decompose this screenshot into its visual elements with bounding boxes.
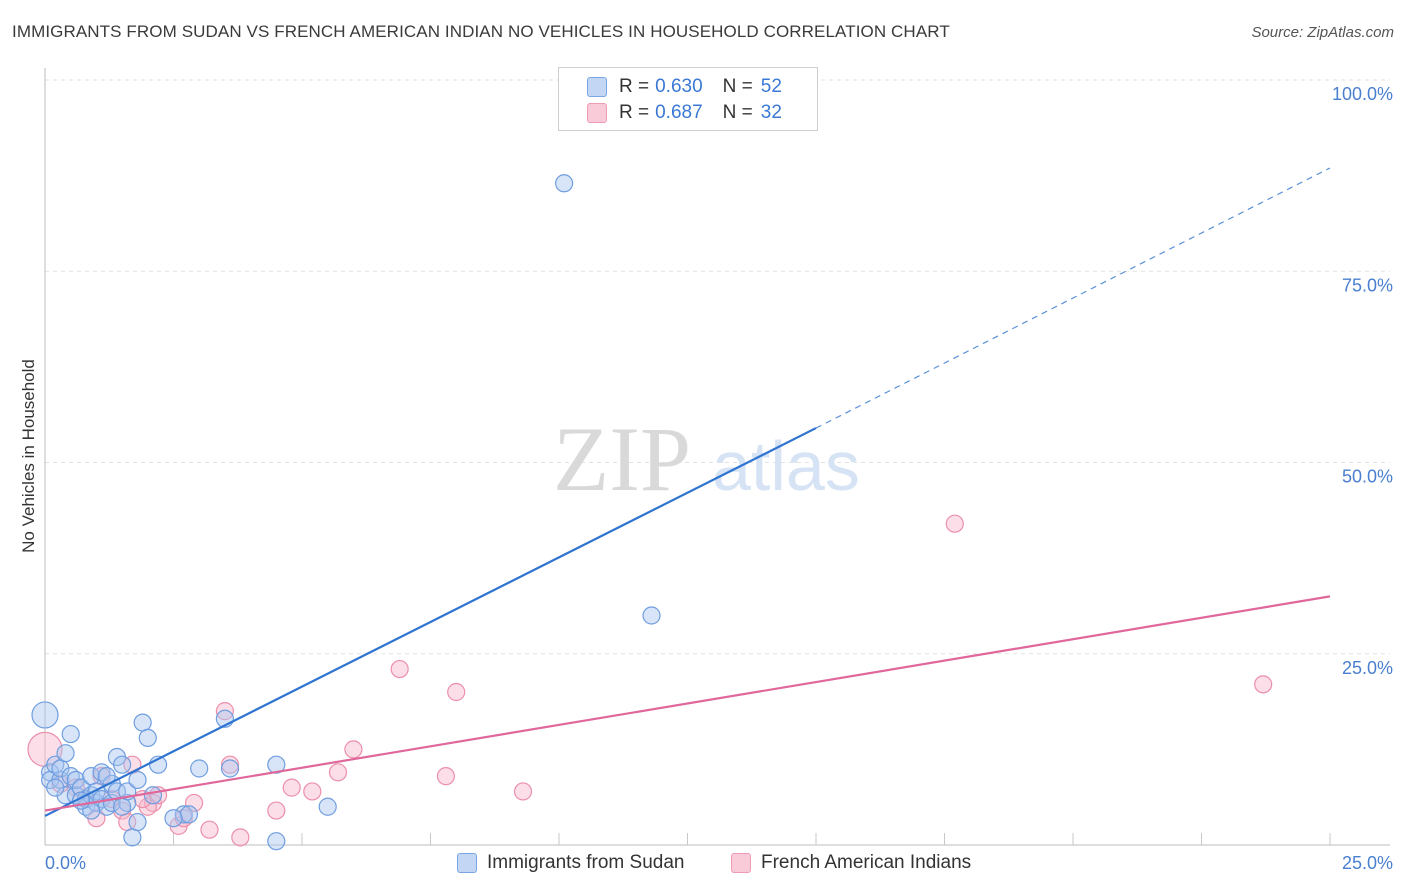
trend-line-french [44, 595, 1331, 812]
legend-n-label: N = [722, 76, 753, 97]
x-tick-label: 25.0% [1342, 853, 1393, 873]
trend-lines [44, 167, 1331, 817]
grid [45, 79, 1390, 655]
legend-n-label: N = [722, 102, 753, 123]
bottom-legend-label: French American Indians [761, 852, 972, 873]
data-point-pink [200, 820, 219, 839]
data-point-blue [61, 724, 80, 744]
bottom-legend-label: Immigrants from Sudan [487, 852, 685, 873]
legend-box: R = 0.630 N = 52 R = 0.687 N = 32 [558, 67, 818, 131]
y-tick-label: 75.0% [1342, 275, 1393, 295]
trend-line-sudan-extension [815, 167, 1331, 429]
data-point-pink [215, 702, 234, 721]
data-point-pink [390, 659, 409, 679]
data-point-blue [128, 812, 147, 832]
data-point-pink [303, 782, 322, 801]
y-tick-label: 25.0% [1342, 658, 1393, 678]
data-point-pink [945, 514, 964, 533]
data-point-blue [112, 797, 132, 816]
legend-swatch-pink [587, 103, 607, 123]
data-point-blue [56, 744, 75, 763]
data-point-blue [133, 713, 152, 732]
legend-row-french: R = 0.687 N = 32 [587, 101, 782, 125]
tick-labels: 100.0% 75.0% 50.0% 25.0% 0.0% 25.0% [45, 84, 1393, 873]
data-point-pink [267, 801, 286, 820]
legend-row-sudan: R = 0.630 N = 52 [587, 75, 782, 99]
data-point-blue [179, 805, 199, 824]
data-point-pink [447, 682, 466, 702]
data-point-pink [436, 767, 456, 786]
data-point-blue [267, 755, 286, 774]
data-point-blue [318, 797, 337, 816]
trend-line-sudan [44, 427, 817, 817]
data-point-pink [282, 778, 301, 797]
data-point-blue [143, 786, 163, 805]
data-point-blue [123, 828, 142, 847]
legend-n-value: 32 [760, 102, 782, 123]
data-point-pink [220, 755, 240, 774]
y-axis-label: No Vehicles in Household [19, 359, 38, 553]
data-point-blue [46, 778, 65, 797]
data-point-blue [128, 770, 147, 790]
data-point-pink [184, 793, 204, 813]
data-point-blue [642, 606, 661, 625]
data-point-pink [1254, 675, 1273, 694]
bottom-legend: Immigrants from Sudan French American In… [0, 852, 1406, 878]
legend-n-value: 52 [760, 76, 782, 97]
data-point-blue [31, 701, 59, 729]
watermark-atlas: atlas [712, 427, 860, 505]
data-point-pink [328, 763, 348, 782]
data-point-blue [112, 755, 132, 774]
data-point-blue [555, 174, 574, 193]
legend-r-label: R = [619, 76, 650, 97]
data-point-blue [174, 805, 193, 824]
series-french-american-indians [27, 514, 1273, 847]
bottom-legend-sudan: Immigrants from Sudan [457, 852, 684, 874]
y-tick-label: 50.0% [1342, 467, 1393, 487]
data-point-blue [267, 832, 286, 851]
watermark-zip: ZIP [553, 408, 691, 510]
x-tick-label: 0.0% [45, 853, 86, 873]
legend-r-value: 0.687 [655, 102, 703, 123]
data-point-blue [220, 759, 240, 778]
legend-r-label: R = [619, 102, 650, 123]
data-point-pink [231, 828, 250, 847]
data-point-pink [344, 740, 363, 759]
data-point-blue [71, 778, 91, 797]
y-tick-label: 100.0% [1332, 84, 1393, 104]
data-point-blue [138, 728, 157, 748]
bottom-legend-french: French American Indians [731, 852, 971, 874]
data-point-blue [164, 809, 183, 828]
bottom-legend-swatch-blue [457, 853, 477, 873]
legend-swatch-blue [587, 77, 607, 97]
legend-r-value: 0.630 [655, 76, 703, 97]
chart-title: IMMIGRANTS FROM SUDAN VS FRENCH AMERICAN… [12, 22, 950, 41]
data-point-pink [513, 782, 533, 801]
bottom-legend-swatch-pink [731, 853, 751, 873]
data-point-pink [27, 731, 63, 767]
data-point-blue [190, 759, 209, 778]
source-label: Source: ZipAtlas.com [1251, 24, 1394, 41]
